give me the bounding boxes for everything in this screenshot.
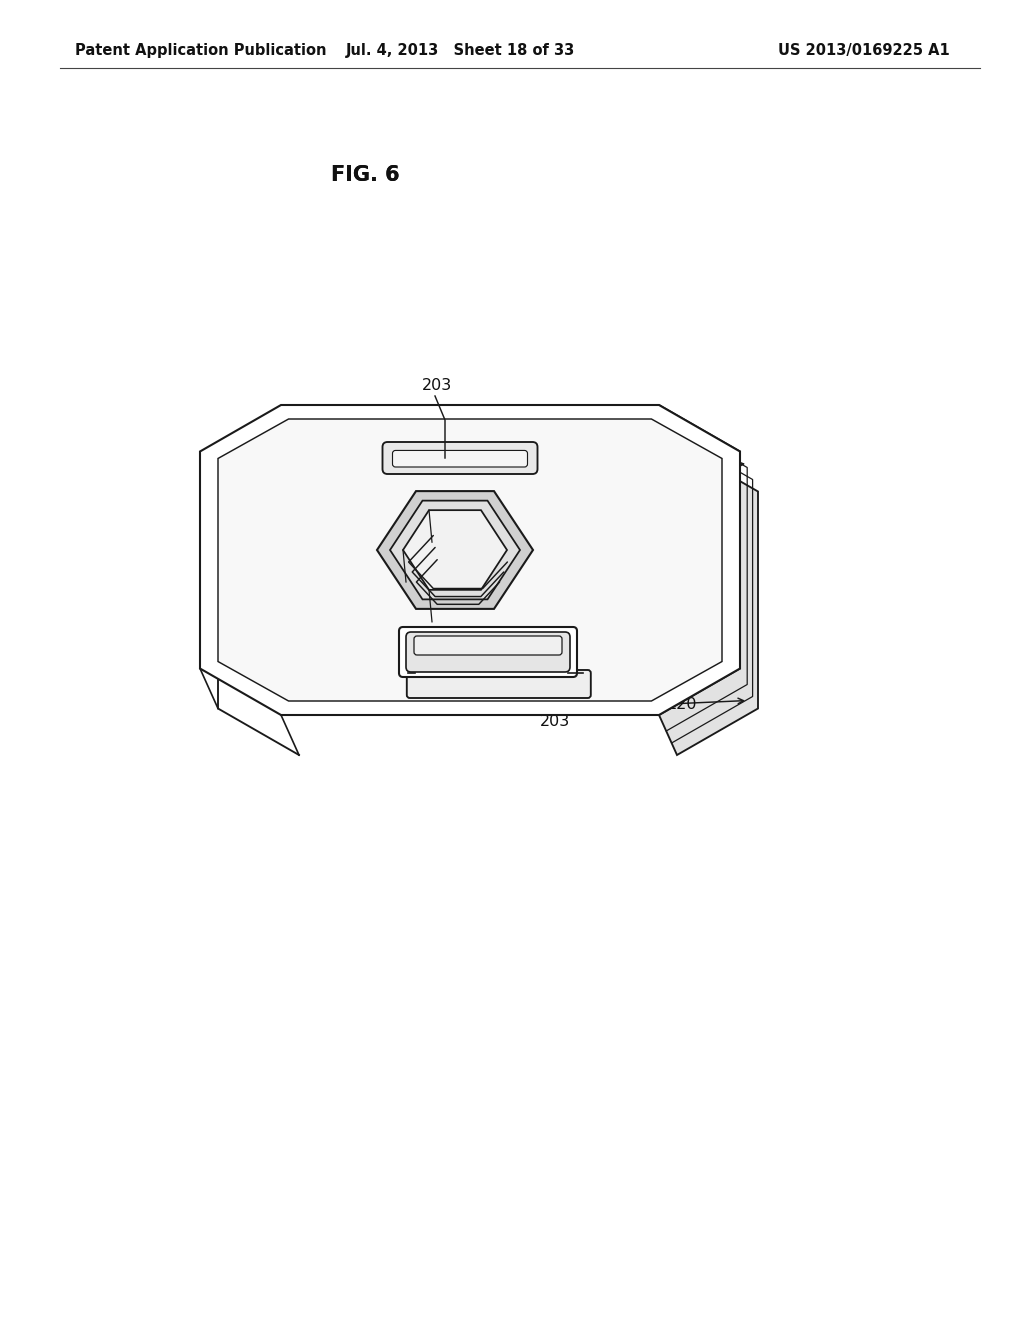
FancyBboxPatch shape bbox=[383, 442, 538, 474]
Text: 202: 202 bbox=[653, 544, 683, 558]
FancyBboxPatch shape bbox=[407, 671, 591, 698]
Text: US 2013/0169225 A1: US 2013/0169225 A1 bbox=[778, 42, 950, 58]
Polygon shape bbox=[659, 405, 758, 755]
Text: Jul. 4, 2013   Sheet 18 of 33: Jul. 4, 2013 Sheet 18 of 33 bbox=[345, 42, 574, 58]
Text: 200: 200 bbox=[666, 462, 696, 477]
FancyBboxPatch shape bbox=[399, 627, 577, 677]
Polygon shape bbox=[377, 491, 534, 609]
Text: Patent Application Publication: Patent Application Publication bbox=[75, 42, 327, 58]
Text: 120: 120 bbox=[666, 697, 696, 711]
FancyBboxPatch shape bbox=[414, 636, 562, 655]
Polygon shape bbox=[218, 418, 722, 701]
Text: 110: 110 bbox=[658, 487, 688, 503]
Text: FIG. 6: FIG. 6 bbox=[331, 165, 399, 185]
FancyBboxPatch shape bbox=[406, 632, 570, 672]
Text: FIG. 6: FIG. 6 bbox=[331, 165, 399, 185]
Polygon shape bbox=[403, 510, 507, 590]
Text: 203: 203 bbox=[540, 714, 570, 729]
Polygon shape bbox=[200, 405, 740, 715]
FancyBboxPatch shape bbox=[392, 450, 527, 467]
Polygon shape bbox=[390, 500, 520, 599]
Text: 203: 203 bbox=[422, 378, 453, 393]
